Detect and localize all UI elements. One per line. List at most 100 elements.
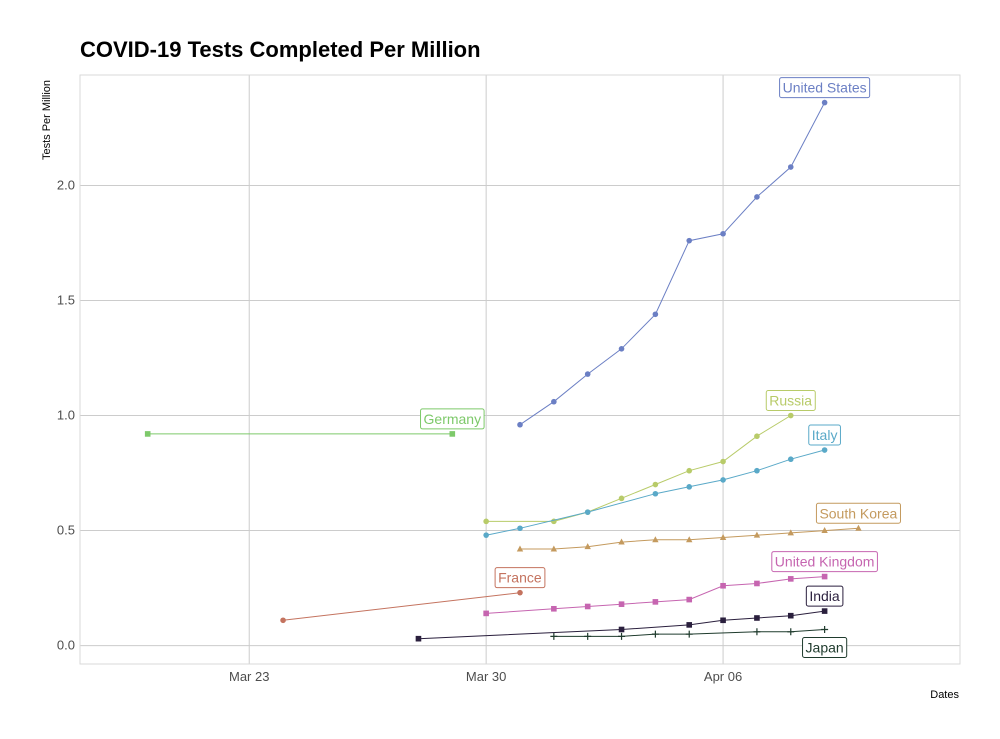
point-italy-2020-04-07 bbox=[754, 467, 760, 474]
series-label-italy: Italy bbox=[808, 424, 841, 446]
series-label-box-south-korea bbox=[815, 502, 901, 524]
point-germany-2020-03-29 bbox=[449, 431, 456, 437]
series-label-text-italy: Italy bbox=[812, 427, 838, 443]
point-united-states-2020-03-31 bbox=[517, 421, 523, 428]
point-russia-2020-03-30 bbox=[483, 518, 489, 525]
series-label-text-france: France bbox=[498, 570, 542, 586]
point-india-2020-04-05 bbox=[686, 622, 693, 628]
point-south-korea-2020-04-05 bbox=[686, 536, 693, 543]
series-label-box-united-kingdom bbox=[771, 551, 878, 573]
series-label-text-india: India bbox=[809, 588, 840, 604]
point-united-states-2020-04-05 bbox=[686, 237, 693, 244]
series-france bbox=[280, 589, 523, 624]
point-south-korea-2020-03-31 bbox=[516, 545, 524, 552]
series-line-united-kingdom bbox=[486, 576, 825, 614]
series-south-korea bbox=[516, 524, 862, 552]
point-italy-2020-04-06 bbox=[720, 477, 726, 483]
series-label-box-japan bbox=[802, 636, 848, 658]
point-united-kingdom-2020-04-07 bbox=[754, 580, 760, 587]
y-tick-label-0-0: 0.0 bbox=[57, 638, 75, 653]
point-russia-2020-04-03 bbox=[618, 495, 625, 502]
point-italy-2020-04-08 bbox=[787, 456, 794, 463]
point-south-korea-2020-04-09 bbox=[821, 527, 828, 534]
series-label-box-united-states bbox=[779, 77, 871, 99]
y-tick-label-1-0: 1.0 bbox=[57, 408, 75, 423]
point-south-korea-2020-04-10 bbox=[855, 524, 862, 531]
point-india-2020-04-09 bbox=[821, 608, 828, 614]
series-label-france: France bbox=[494, 567, 546, 589]
point-south-korea-2020-04-08 bbox=[787, 529, 794, 536]
series-label-text-south-korea: South Korea bbox=[819, 505, 897, 521]
point-japan-2020-04-07 bbox=[753, 628, 761, 636]
point-united-states-2020-04-04 bbox=[652, 311, 659, 318]
point-japan-2020-04-08 bbox=[787, 628, 795, 636]
series-label-box-germany bbox=[420, 408, 485, 430]
series-label-box-italy bbox=[808, 424, 841, 446]
point-united-kingdom-2020-04-01 bbox=[551, 605, 557, 612]
y-tick-label-2-0: 2.0 bbox=[57, 177, 75, 192]
point-japan-2020-04-05 bbox=[685, 630, 693, 638]
series-label-box-india bbox=[805, 585, 844, 607]
point-united-states-2020-04-06 bbox=[720, 230, 726, 237]
series-japan bbox=[550, 625, 829, 640]
series-label-text-russia: Russia bbox=[769, 393, 812, 409]
series-india bbox=[415, 608, 828, 642]
y-tick-label-0-5: 0.5 bbox=[57, 523, 75, 538]
y-tick-label-1-5: 1.5 bbox=[57, 292, 75, 307]
point-italy-2020-04-05 bbox=[686, 484, 693, 490]
point-italy-2020-03-30 bbox=[483, 532, 489, 538]
point-italy-2020-03-31 bbox=[517, 525, 523, 532]
point-united-states-2020-04-02 bbox=[584, 371, 591, 377]
point-south-korea-2020-04-07 bbox=[753, 531, 761, 538]
point-south-korea-2020-04-01 bbox=[550, 545, 558, 552]
series-label-germany: Germany bbox=[420, 408, 485, 430]
point-japan-2020-04-01 bbox=[550, 632, 558, 640]
x-tick-label-mar-23: Mar 23 bbox=[229, 669, 269, 684]
point-united-kingdom-2020-04-04 bbox=[652, 599, 659, 605]
point-italy-2020-04-04 bbox=[652, 490, 659, 497]
point-south-korea-2020-04-03 bbox=[618, 538, 625, 545]
point-russia-2020-04-08 bbox=[787, 412, 794, 419]
plot-panel bbox=[79, 74, 961, 665]
series-label-text-germany: Germany bbox=[424, 411, 482, 427]
point-india-2020-04-06 bbox=[720, 617, 726, 624]
point-japan-2020-04-03 bbox=[618, 632, 626, 640]
point-russia-2020-04-07 bbox=[754, 433, 760, 440]
point-japan-2020-04-02 bbox=[584, 632, 592, 640]
point-united-kingdom-2020-04-06 bbox=[720, 582, 726, 589]
point-russia-2020-04-06 bbox=[720, 458, 726, 465]
series-label-japan: Japan bbox=[802, 636, 848, 658]
point-japan-2020-04-04 bbox=[651, 630, 659, 638]
series-label-united-states: United States bbox=[779, 77, 871, 99]
series-label-south-korea: South Korea bbox=[815, 502, 901, 524]
series-label-india: India bbox=[805, 585, 844, 607]
point-india-2020-04-08 bbox=[787, 612, 794, 619]
series-germany bbox=[144, 431, 456, 437]
series-label-united-kingdom: United Kingdom bbox=[771, 551, 878, 573]
series-line-united-states bbox=[519, 102, 826, 426]
point-south-korea-2020-04-02 bbox=[584, 543, 591, 550]
series-italy bbox=[483, 447, 828, 538]
point-france-2020-03-24 bbox=[280, 617, 286, 624]
series-label-box-france bbox=[494, 567, 546, 589]
point-india-2020-04-03 bbox=[618, 626, 625, 633]
x-axis-title: Dates bbox=[930, 689, 959, 701]
point-united-kingdom-2020-04-08 bbox=[787, 576, 794, 582]
series-label-text-united-kingdom: United Kingdom bbox=[775, 554, 875, 570]
point-united-states-2020-04-07 bbox=[754, 194, 760, 200]
series-label-text-japan: Japan bbox=[806, 639, 844, 655]
point-south-korea-2020-04-04 bbox=[652, 536, 659, 543]
point-russia-2020-04-04 bbox=[652, 481, 659, 488]
x-tick-label-mar-30: Mar 30 bbox=[466, 669, 506, 684]
point-united-kingdom-2020-04-02 bbox=[584, 603, 591, 610]
series-labels: United States Germany Russia Italy South Kor… bbox=[420, 77, 901, 658]
point-japan-2020-04-09 bbox=[821, 625, 829, 633]
series-label-text-united-states: United States bbox=[783, 80, 867, 96]
x-tick-label-apr-06: Apr 06 bbox=[704, 669, 742, 684]
axis-ticks: 0.0 0.5 1.0 1.5 2.0 Mar 23 Mar 30 Apr 06 bbox=[57, 177, 742, 684]
series-line-france bbox=[283, 592, 521, 621]
point-united-kingdom-2020-04-03 bbox=[618, 601, 625, 607]
grid bbox=[80, 75, 960, 664]
point-italy-2020-04-09 bbox=[821, 447, 828, 453]
